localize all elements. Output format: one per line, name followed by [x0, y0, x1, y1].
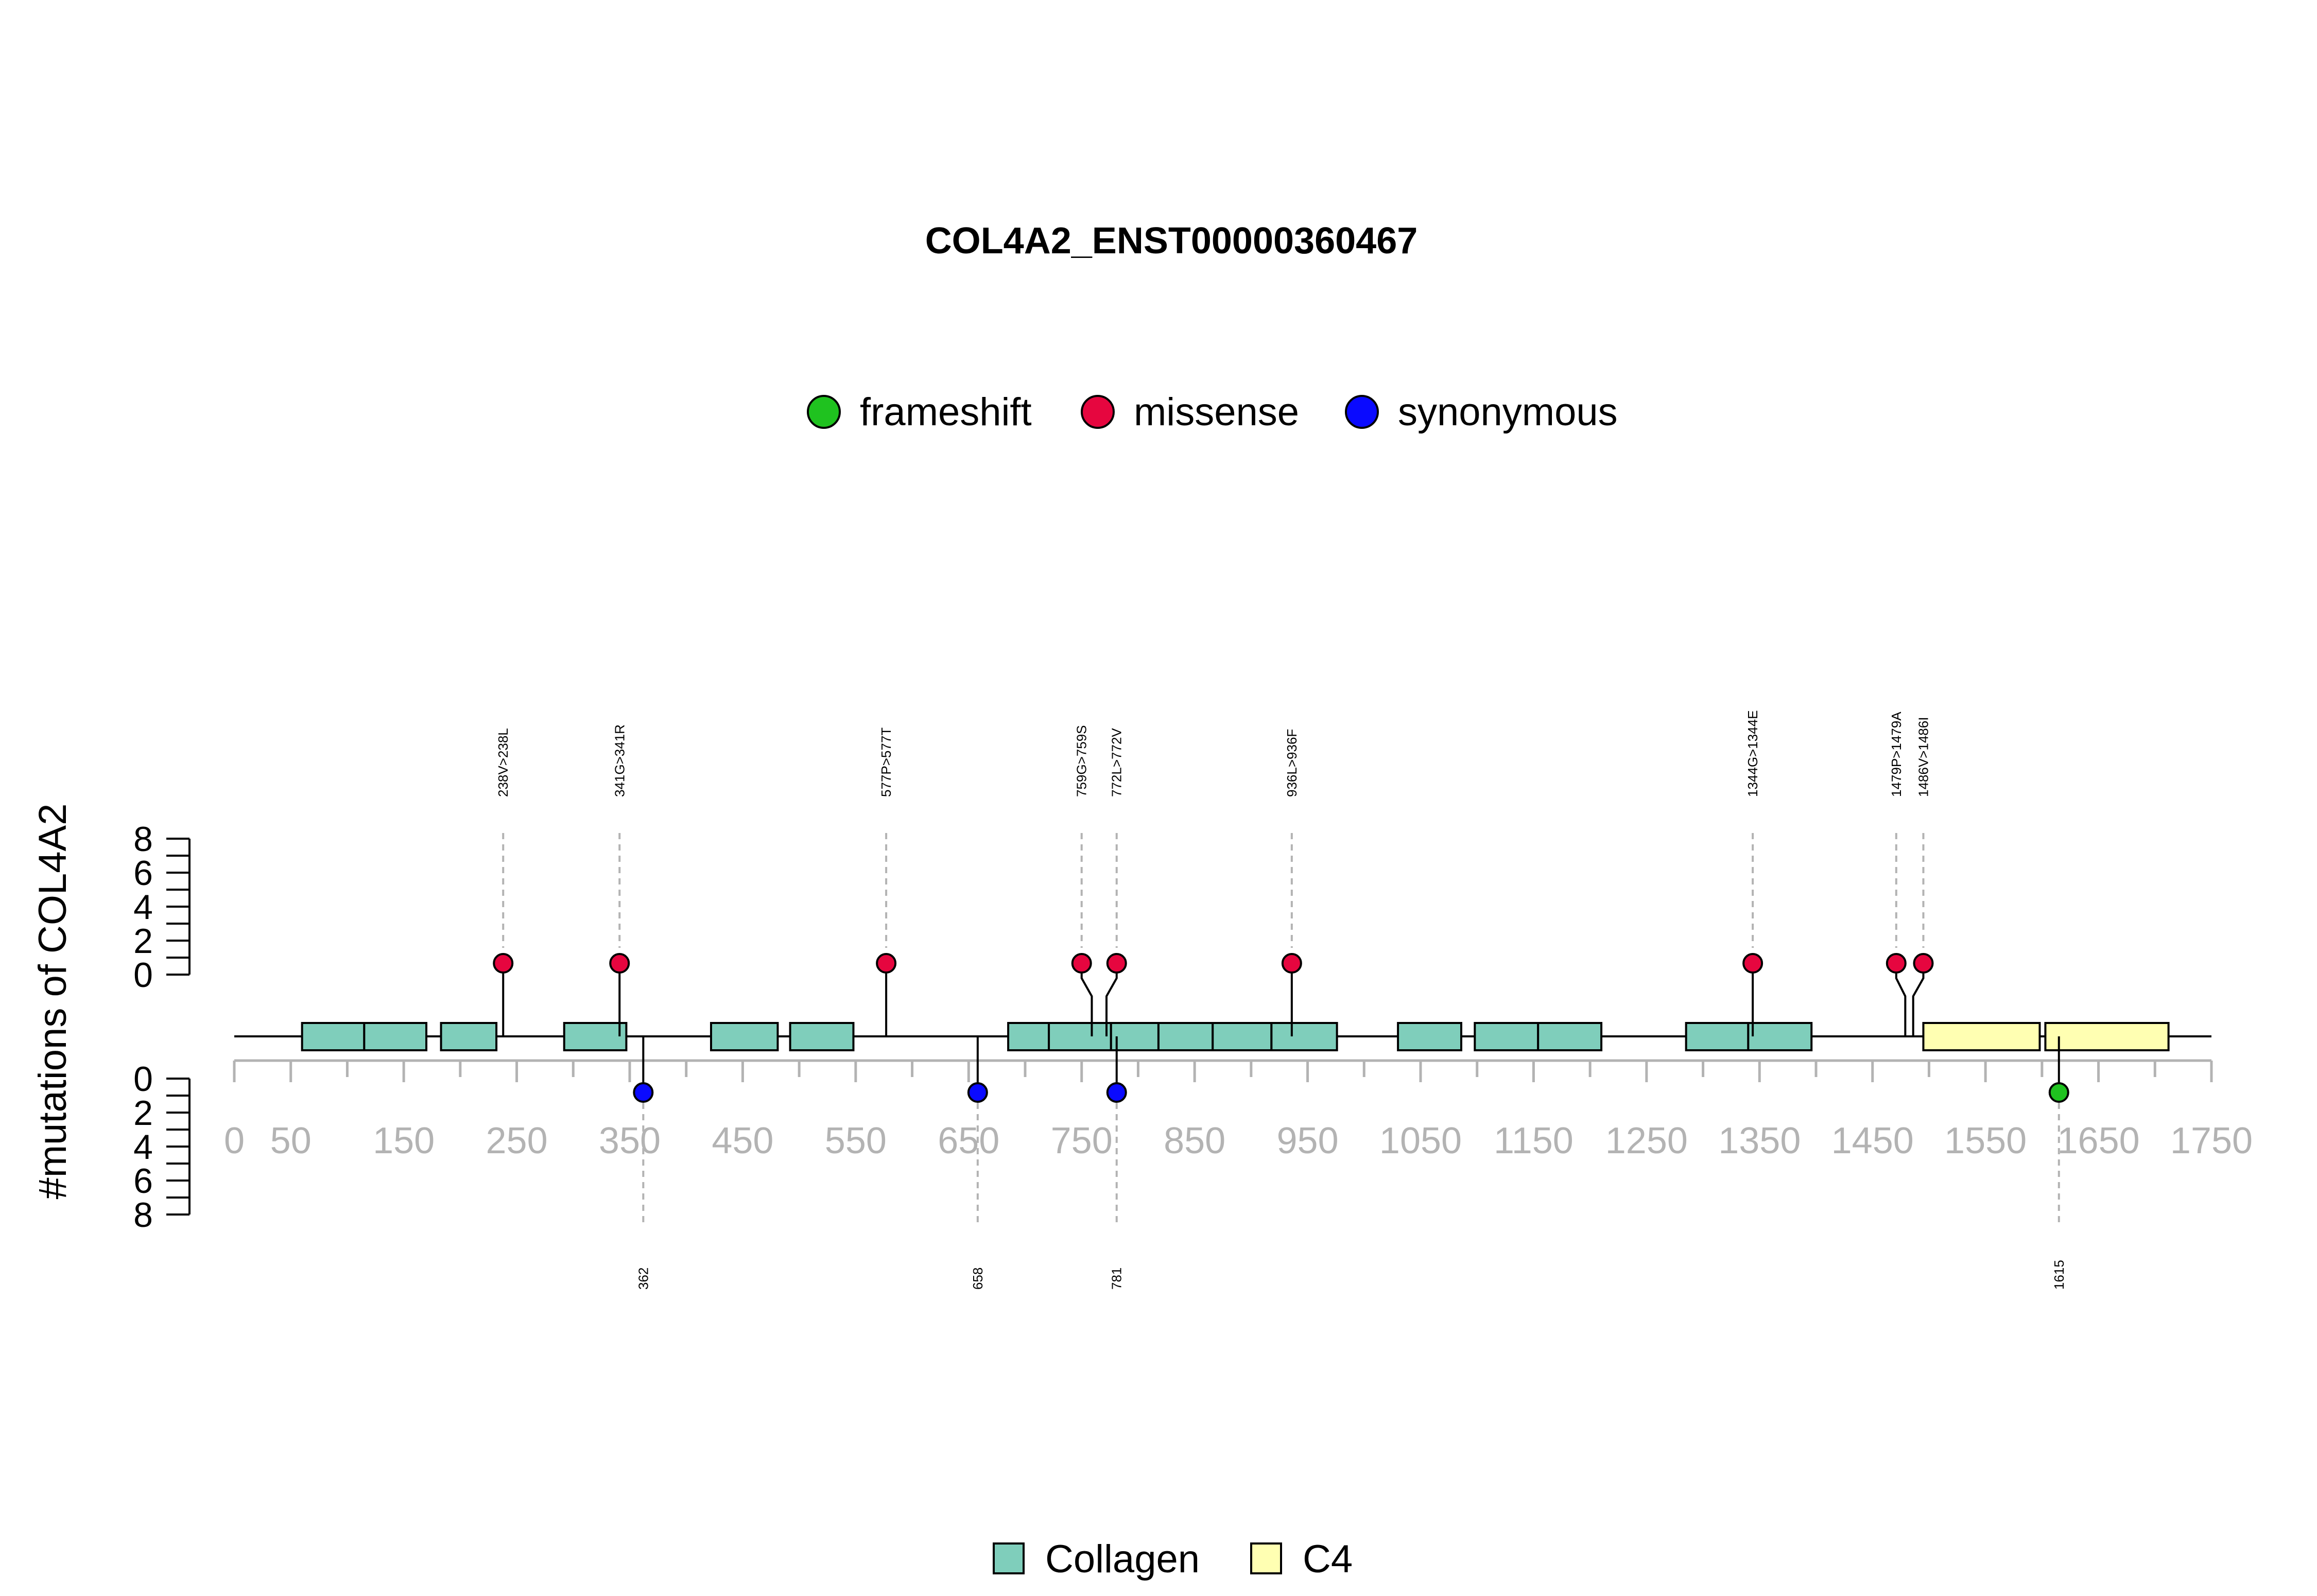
mutation-label: 577P>577T [878, 727, 894, 797]
y-axis-label: #mutations of COL4A2 [31, 804, 75, 1200]
domain-collagen [1048, 1022, 1112, 1051]
mutation-point-missense [1281, 953, 1302, 974]
x-tick-label: 750 [1051, 1120, 1113, 1161]
mutation-label: 1479P>1479A [1889, 712, 1904, 797]
mutation-label: 781 [1109, 1268, 1125, 1290]
domain-legend: Collagen C4 [993, 1537, 1353, 1581]
domain-collagen [1747, 1022, 1813, 1051]
domain-collagen [440, 1022, 498, 1051]
mutation-point-missense [1106, 953, 1127, 974]
mutation-label: 1615 [2051, 1260, 2067, 1290]
domain-collagen [1007, 1022, 1050, 1051]
x-tick-label: 1650 [2057, 1120, 2139, 1161]
mutation-label: 238V>238L [495, 728, 511, 797]
chart-title: COL4A2_ENST00000360467 [925, 220, 1418, 262]
domain-collagen [1157, 1022, 1214, 1051]
mutation-label: 759G>759S [1074, 725, 1090, 797]
mutation-point-missense [609, 953, 630, 974]
x-tick-label: 350 [599, 1120, 661, 1161]
legend-swatch-missense [1081, 395, 1115, 429]
protein-backbone-layer [234, 1022, 2211, 1051]
y-tick-label-upper: 2 [133, 922, 153, 961]
y-tick-label-lower: 6 [133, 1161, 153, 1201]
legend-label-c4: C4 [1303, 1537, 1353, 1581]
mutation-point-missense [876, 953, 897, 974]
domain-collagen [1110, 1022, 1160, 1051]
x-tick-label: 150 [373, 1120, 435, 1161]
mutation-label: 658 [970, 1268, 985, 1290]
x-tick-label: 450 [712, 1120, 773, 1161]
mutation-point-missense [1913, 953, 1934, 974]
mutation-label: 936L>936F [1284, 729, 1300, 797]
legend-label-synonymous: synonymous [1398, 390, 1618, 434]
y-tick-label-lower: 4 [133, 1127, 153, 1167]
y-tick-label-upper: 0 [133, 956, 153, 995]
mutation-label: 362 [635, 1268, 651, 1290]
y-tick-label-lower: 8 [133, 1195, 153, 1235]
legend-swatch-c4 [1250, 1542, 1282, 1574]
legend-label-missense: missense [1134, 390, 1299, 434]
x-tick-label: 1750 [2170, 1120, 2253, 1161]
domain-c4 [2044, 1022, 2170, 1051]
mutation-point-synonymous [1106, 1082, 1127, 1103]
mutation-point-missense [1071, 953, 1092, 974]
mutation-point-missense [1886, 953, 1907, 974]
legend-label-collagen: Collagen [1045, 1537, 1200, 1581]
variant-legend: frameshift missense synonymous [807, 390, 1618, 434]
x-tick-label: 1350 [1718, 1120, 1801, 1161]
domain-collagen [1537, 1022, 1603, 1051]
mutation-label: 772L>772V [1109, 728, 1125, 797]
y-tick-label-lower: 0 [133, 1060, 153, 1099]
domain-collagen [363, 1022, 428, 1051]
y-tick-label-upper: 6 [133, 854, 153, 893]
x-tick-label: 1550 [1944, 1120, 2027, 1161]
x-tick-label: 950 [1277, 1120, 1339, 1161]
mutation-point-missense [1742, 953, 1763, 974]
domain-collagen [1474, 1022, 1540, 1051]
domain-c4 [1922, 1022, 2041, 1051]
x-tick-label: 1450 [1831, 1120, 1914, 1161]
domain-collagen [1685, 1022, 1750, 1051]
domain-collagen [710, 1022, 779, 1051]
x-tick-label: 850 [1164, 1120, 1225, 1161]
x-tick-label: 1150 [1494, 1120, 1574, 1161]
domain-collagen [563, 1022, 628, 1051]
domain-collagen [1270, 1022, 1338, 1051]
mutation-point-missense [493, 953, 514, 974]
x-tick-label: 1250 [1605, 1120, 1688, 1161]
x-tick-label: 1050 [1379, 1120, 1462, 1161]
x-tick-label: 0 [224, 1120, 245, 1161]
domain-collagen [789, 1022, 855, 1051]
mutation-point-synonymous [967, 1082, 988, 1103]
axes: 0 50 150 250 350 450 550 650 750 850 950 1050 1150 12… [133, 820, 2253, 1235]
mutation-point-synonymous [633, 1082, 654, 1103]
mutation-point-frameshift [2048, 1082, 2069, 1103]
legend-swatch-synonymous [1345, 395, 1379, 429]
mutation-label: 1344G>1344E [1745, 710, 1760, 797]
mutation-stem [1895, 963, 1907, 1036]
y-tick-label-upper: 8 [133, 820, 153, 859]
domain-collagen [1397, 1022, 1462, 1051]
mutation-layer: 238V>238L 341G>341R 577P>577T 759G>759S 772L… [493, 710, 2069, 1290]
x-tick-label: 550 [825, 1120, 887, 1161]
domain-collagen [1212, 1022, 1273, 1051]
x-tick-label: 650 [938, 1120, 999, 1161]
legend-swatch-collagen [993, 1542, 1025, 1574]
mutation-stem [1912, 963, 1925, 1036]
x-tick-label: 50 [270, 1120, 312, 1161]
mutation-label: 1486V>1486I [1915, 717, 1931, 797]
domain-collagen [301, 1022, 366, 1051]
y-tick-label-lower: 2 [133, 1094, 153, 1133]
y-tick-label-upper: 4 [133, 888, 153, 927]
x-tick-label: 250 [486, 1120, 548, 1161]
legend-label-frameshift: frameshift [860, 390, 1032, 434]
mutation-label: 341G>341R [612, 724, 627, 797]
legend-swatch-frameshift [807, 395, 841, 429]
